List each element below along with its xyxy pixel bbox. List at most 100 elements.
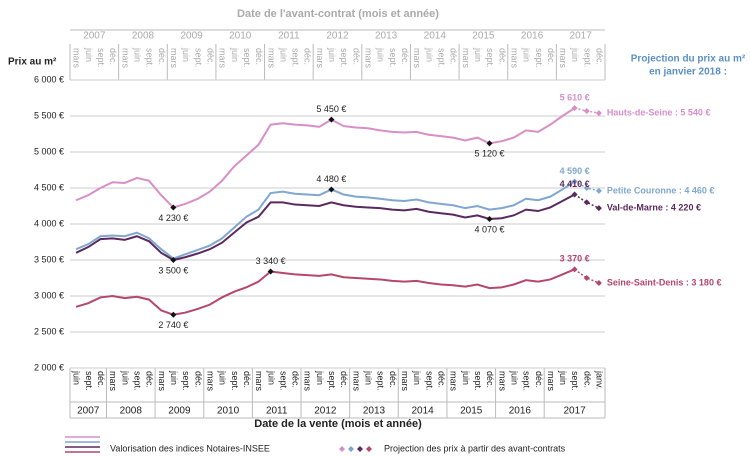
y-tick-label: 4 000 € [34, 218, 64, 228]
projection-marker [595, 280, 602, 287]
x-tick-label: déc. [96, 371, 106, 388]
x-tick-label: déc. [595, 48, 605, 65]
point-marker [267, 268, 274, 275]
x-tick-label: juin [218, 370, 228, 385]
end-label: Hauts-de-Seine : 5 540 € [607, 107, 711, 117]
x-tick-label: sept. [473, 371, 483, 391]
x-tick-label: juin [558, 370, 568, 385]
year-label: 2007 [77, 406, 100, 417]
x-tick-label: juin [84, 47, 94, 62]
legend-marker [339, 446, 345, 452]
value-label: 3 500 € [158, 265, 188, 275]
x-tick-label: sept. [230, 371, 240, 391]
x-tick-label: mars [108, 371, 118, 391]
projection-marker [583, 199, 590, 206]
y-tick-label: 6 000 € [34, 74, 64, 84]
year-label: 2017 [570, 31, 593, 42]
year-label: 2010 [229, 31, 252, 42]
x-tick-label: déc. [534, 371, 544, 388]
x-tick-label: mars [461, 48, 471, 68]
legend-marker [366, 446, 372, 452]
x-tick-label: juin [424, 47, 434, 62]
value-label: 5 120 € [474, 149, 504, 159]
x-tick-label: sept. [522, 371, 532, 391]
x-tick-label: mars [400, 371, 410, 391]
legend-marker [357, 446, 363, 452]
year-label: 2008 [132, 31, 155, 42]
x-tick-label: déc. [388, 371, 398, 388]
series-line [75, 268, 575, 316]
projection-marker [583, 275, 590, 281]
x-tick-label: sept. [485, 48, 495, 68]
x-tick-label: juin [315, 370, 325, 385]
point-marker [328, 186, 335, 193]
x-tick-label: sept. [291, 48, 301, 68]
x-tick-label: déc. [436, 371, 446, 388]
x-tick-label: mars [412, 48, 422, 68]
end-label: Val-de-Marne : 4 220 € [607, 203, 701, 213]
year-label: 2013 [375, 31, 398, 42]
x-tick-label: mars [72, 48, 82, 68]
value-label: 4 410 € [560, 179, 590, 189]
value-label: 2 740 € [158, 320, 188, 330]
point-marker [328, 116, 335, 123]
year-label: 2016 [509, 406, 532, 417]
point-marker [486, 140, 493, 147]
x-tick-label: sept. [133, 371, 143, 391]
x-tick-label: juin [266, 370, 276, 385]
x-tick-label: sept. [181, 371, 191, 391]
x-tick-label: mars [254, 371, 264, 391]
x-tick-label: sept. [327, 371, 337, 391]
year-label: 2012 [326, 31, 349, 42]
x-tick-label: mars [509, 48, 519, 68]
x-tick-label: sept. [339, 48, 349, 68]
x-tick-label: sept. [582, 48, 592, 68]
x-tick-label: sept. [570, 371, 580, 391]
x-tick-label: juin [412, 370, 422, 385]
x-tick-label: mars [218, 48, 228, 68]
year-label: 2014 [411, 406, 434, 417]
x-axis-title: Date de la vente (mois et année) [254, 418, 422, 430]
x-tick-label: mars [315, 48, 325, 68]
x-tick-label: juin [169, 370, 179, 385]
x-tick-label: juin [133, 47, 143, 62]
point-marker [486, 215, 493, 222]
point-marker [170, 311, 177, 318]
y-tick-label: 3 000 € [34, 290, 64, 300]
x-tick-label: juin [570, 47, 580, 62]
x-tick-label: sept. [193, 48, 203, 68]
x-tick-label: déc. [485, 371, 495, 388]
year-label: 2014 [424, 31, 447, 42]
year-label: 2016 [521, 31, 544, 42]
x-tick-label: sept. [96, 48, 106, 68]
x-tick-label: juin [522, 47, 532, 62]
x-tick-label: déc. [291, 371, 301, 388]
x-tick-label: déc. [303, 48, 313, 65]
year-label: 2011 [266, 406, 288, 417]
y-tick-label: 5 000 € [34, 146, 64, 156]
x-tick-label: juin [230, 47, 240, 62]
x-tick-label: déc. [351, 48, 361, 65]
year-label: 2011 [278, 31, 300, 42]
x-tick-label: mars [120, 48, 130, 68]
x-tick-label: déc. [582, 371, 592, 388]
year-label: 2012 [314, 406, 337, 417]
x-tick-label: mars [157, 371, 167, 391]
x-tick-label: sept. [436, 48, 446, 68]
value-label: 5 610 € [560, 92, 590, 102]
projection-marker [571, 178, 578, 185]
projection-marker [583, 185, 590, 191]
year-label: 2015 [460, 406, 483, 417]
series-line [75, 180, 576, 260]
year-label: 2008 [120, 406, 143, 417]
y-tick-label: 3 500 € [34, 254, 64, 264]
projection-marker [571, 266, 578, 273]
x-tick-label: mars [351, 371, 361, 391]
y-tick-label: 4 500 € [34, 182, 64, 192]
value-label: 4 230 € [158, 213, 188, 223]
point-marker [170, 257, 177, 263]
x-tick-label: déc. [108, 48, 118, 65]
year-label: 2013 [363, 406, 386, 417]
legend-label: Valorisation des indices Notaires-INSEE [110, 443, 270, 453]
